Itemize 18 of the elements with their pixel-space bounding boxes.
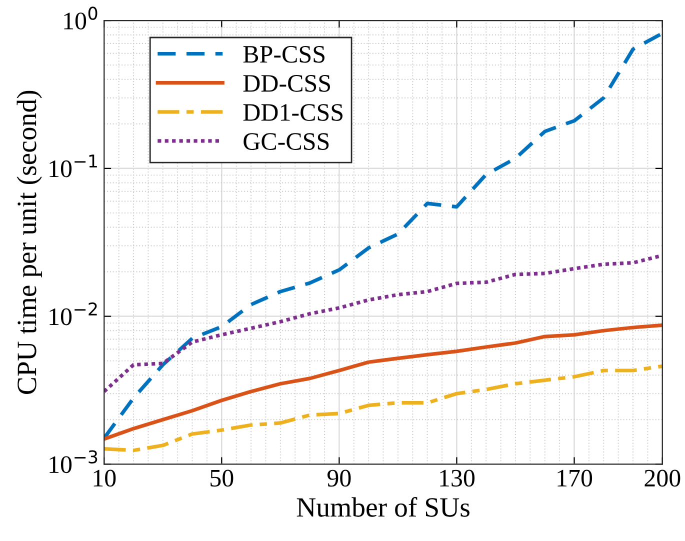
x-tick-label: 90: [327, 470, 351, 487]
legend-label: BP-CSS: [243, 46, 324, 63]
legend-label: DD-CSS: [243, 75, 330, 92]
x-axis-title: Number of SUs: [296, 496, 470, 517]
x-tick-label: 170: [558, 470, 592, 487]
line-series: [104, 364, 662, 452]
y-axis-title: CPU time per unit (second): [16, 90, 42, 394]
legend-label: DD1-CSS: [243, 104, 342, 121]
x-tick-label: 130: [440, 470, 475, 487]
y-tick-label: 10$^{−1}$: [50, 154, 97, 178]
y-tick-label: 10$^{0}$: [64, 6, 98, 30]
x-tick-label: 10: [94, 470, 116, 487]
line-series: [104, 32, 662, 440]
x-tick-label: 200: [644, 470, 680, 487]
x-tick-label: 50: [210, 470, 234, 487]
legend-label: GC-CSS: [244, 133, 329, 150]
y-tick-label: 10$^{−2}$: [50, 302, 97, 326]
line-series: [104, 323, 662, 441]
